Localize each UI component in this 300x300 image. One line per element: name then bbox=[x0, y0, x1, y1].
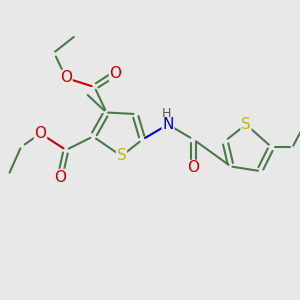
Text: O: O bbox=[60, 70, 72, 86]
Text: H: H bbox=[162, 106, 171, 120]
Text: O: O bbox=[54, 169, 66, 184]
Text: S: S bbox=[117, 148, 126, 164]
Text: N: N bbox=[162, 117, 174, 132]
Text: O: O bbox=[188, 160, 200, 175]
Text: S: S bbox=[241, 117, 251, 132]
Text: O: O bbox=[34, 126, 46, 141]
Text: O: O bbox=[110, 66, 122, 81]
